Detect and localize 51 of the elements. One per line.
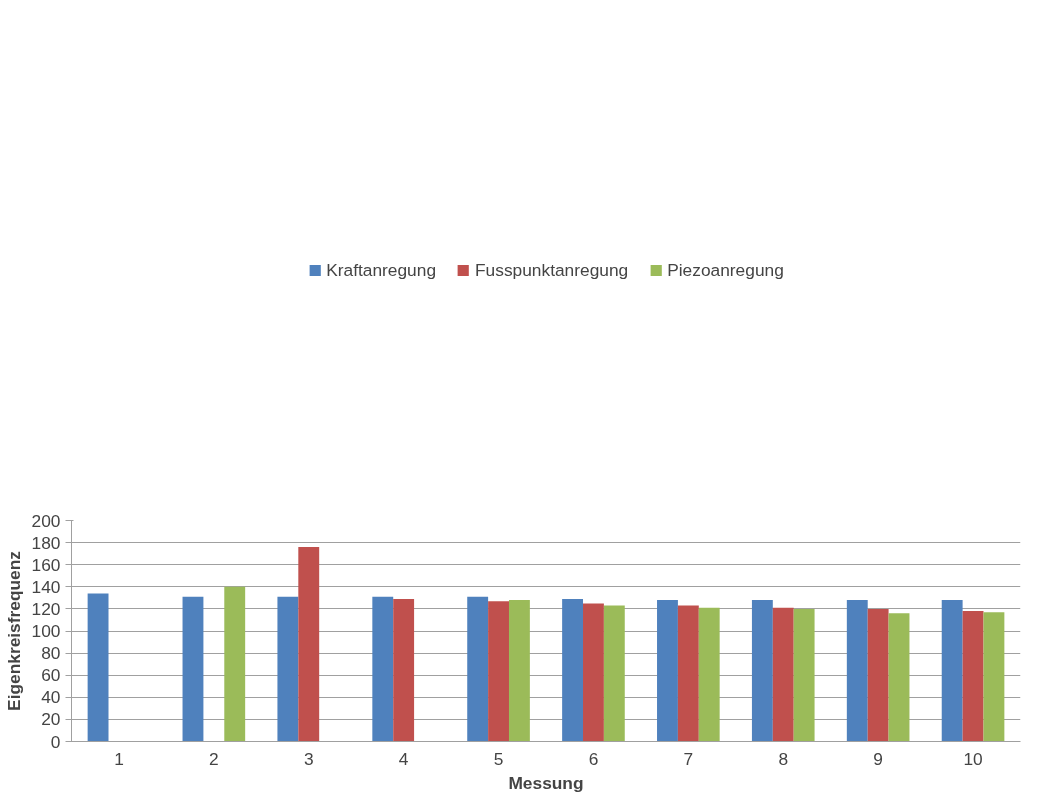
- x-tick-label: 4: [398, 748, 409, 769]
- bar: [846, 600, 868, 742]
- x-tick-label: 9: [873, 748, 883, 769]
- x-tick-label: 2: [209, 748, 219, 769]
- bar: [182, 596, 204, 742]
- x-tick-label: 8: [778, 748, 789, 769]
- y-tick-label: 180: [31, 532, 61, 553]
- bar: [372, 596, 394, 742]
- x-tick-label: 5: [493, 748, 504, 769]
- bar: [793, 608, 815, 742]
- bar: [962, 611, 984, 742]
- legend-label: Piezoanregung: [667, 259, 784, 281]
- bar: [467, 596, 489, 742]
- bar: [603, 605, 625, 742]
- bar: [393, 598, 415, 742]
- y-axis-title: Eigenkreisfrequenz: [3, 550, 24, 711]
- y-tick-label: 80: [41, 643, 61, 664]
- bar: [508, 600, 530, 742]
- bar: [224, 586, 246, 742]
- x-tick-label: 3: [303, 748, 314, 769]
- bar: [562, 598, 584, 742]
- bar: [772, 607, 794, 742]
- y-tick-label: 20: [41, 709, 61, 730]
- y-tick-label: 160: [31, 554, 61, 575]
- legend-label: Kraftanregung: [326, 259, 437, 281]
- y-tick-label: 120: [31, 598, 61, 619]
- y-tick-label: 40: [41, 687, 61, 708]
- x-axis-title: Messung: [508, 772, 584, 793]
- bar: [751, 600, 773, 742]
- bar: [888, 613, 910, 742]
- x-tick-label: 6: [588, 748, 599, 769]
- bar: [298, 547, 320, 742]
- bar: [698, 607, 720, 742]
- bar: [583, 603, 604, 742]
- bar: [277, 596, 299, 742]
- bar: [941, 600, 963, 742]
- bar: [87, 593, 109, 742]
- x-tick-label: 1: [114, 748, 124, 769]
- y-tick-label: 0: [50, 731, 61, 752]
- y-tick-label: 100: [31, 621, 61, 641]
- y-tick-label: 140: [31, 576, 61, 597]
- y-tick-label: 200: [31, 510, 61, 531]
- x-tick-label: 10: [963, 748, 983, 769]
- y-tick-label: 60: [41, 665, 61, 686]
- bar: [867, 608, 889, 742]
- legend-label: Fusspunktanregung: [475, 259, 629, 281]
- bar: [657, 600, 678, 742]
- bar: [983, 612, 1005, 742]
- bar: [677, 605, 699, 742]
- x-tick-label: 7: [683, 748, 694, 769]
- bar: [488, 601, 509, 742]
